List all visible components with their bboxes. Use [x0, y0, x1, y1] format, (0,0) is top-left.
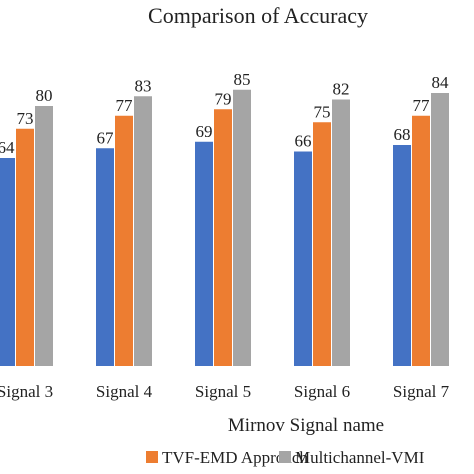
legend-swatch	[279, 451, 291, 463]
bar-signal-6-series-3	[332, 99, 350, 366]
data-label: 85	[234, 70, 251, 89]
bar-signal-3-series-2	[16, 128, 34, 366]
data-label: 73	[17, 109, 34, 128]
bar-signal-6-series-2	[313, 122, 331, 366]
data-label: 75	[314, 102, 331, 121]
x-axis-title: Mirnov Signal name	[228, 415, 384, 436]
data-label: 79	[215, 89, 232, 108]
legend-label: TVF-EMD Approach	[162, 448, 308, 467]
data-label: 77	[413, 96, 431, 115]
bar-signal-7-series-1	[393, 145, 411, 366]
bar-signal-4-series-1	[96, 148, 114, 366]
data-label: 82	[333, 80, 350, 99]
x-tick-label: Signal 7	[393, 382, 450, 401]
data-label: 69	[196, 122, 213, 141]
x-tick-label: Signal 6	[294, 382, 350, 401]
bar-signal-5-series-1	[195, 141, 213, 366]
bar-signal-5-series-2	[214, 109, 232, 366]
data-label: 84	[432, 73, 450, 92]
legend-swatch	[146, 451, 158, 463]
bars-layer	[0, 89, 449, 366]
bar-signal-4-series-3	[134, 96, 152, 366]
x-tick-label: Signal 5	[195, 382, 251, 401]
bar-signal-7-series-2	[412, 115, 430, 366]
bar-signal-3-series-3	[35, 106, 53, 366]
legend-label: Multichannel-VMI	[295, 448, 425, 467]
data-label: 66	[295, 132, 312, 151]
data-label: 64	[0, 138, 15, 157]
data-label: 80	[36, 86, 53, 105]
data-label: 68	[394, 125, 411, 144]
bar-signal-7-series-3	[431, 93, 449, 366]
x-tick-label: Signal 3	[0, 382, 53, 401]
bar-signal-6-series-1	[294, 151, 312, 366]
bar-signal-4-series-2	[115, 115, 133, 366]
bar-signal-3-series-1	[0, 158, 15, 366]
data-label: 77	[116, 96, 134, 115]
x-tick-labels-layer: Signal 3 Signal 4 Signal 5 Signal 6 Signal 7	[0, 382, 450, 401]
chart-title: Comparison of Accuracy	[148, 3, 368, 28]
data-label: 83	[135, 76, 152, 95]
data-label: 67	[97, 128, 115, 147]
x-tick-label: Signal 4	[96, 382, 153, 401]
bar-signal-5-series-3	[233, 89, 251, 366]
